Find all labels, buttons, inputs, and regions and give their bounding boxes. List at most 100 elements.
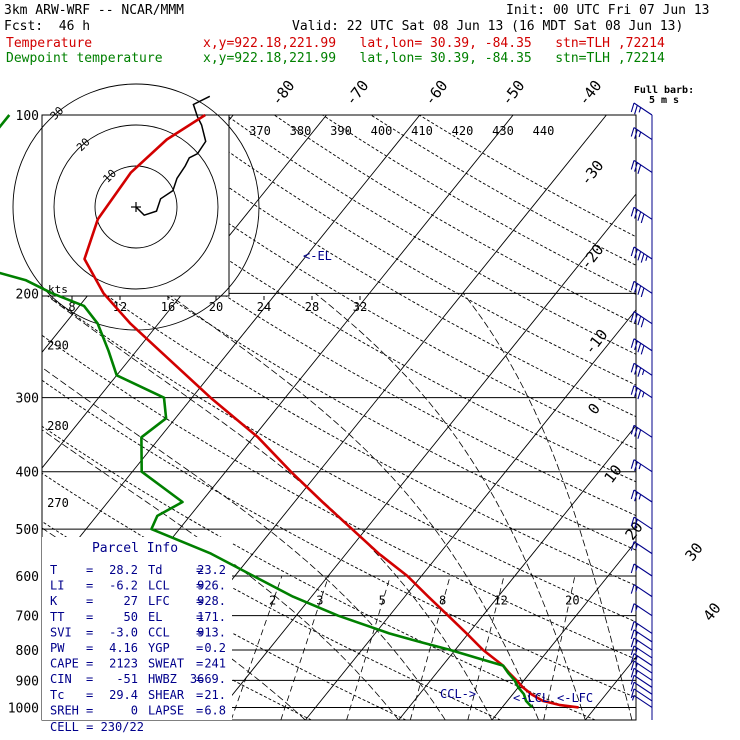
wind-barb-flag: [638, 107, 642, 113]
parcel-param-value: 2123: [109, 657, 138, 671]
wind-barb-shaft: [633, 674, 653, 688]
wind-barb-flag: [637, 367, 642, 377]
pressure-label: 800: [16, 644, 39, 659]
wind-barb-flag: [630, 160, 635, 170]
parcel-equals: =: [196, 594, 203, 608]
mixing-ratio-label: 20: [565, 594, 579, 608]
model-title: 3km ARW-WRF -- NCAR/MMM: [4, 3, 185, 18]
isotherm-label: -70: [342, 77, 373, 109]
wind-barb-flag: [634, 129, 638, 139]
wind-barb: [630, 645, 653, 659]
parcel-param-value: 28.2: [109, 563, 138, 577]
wind-barb-flag: [635, 566, 638, 572]
parcel-param-value: 3669.: [190, 672, 226, 686]
parcel-equals: =: [86, 672, 93, 686]
wind-barb: [630, 541, 653, 555]
wind-barb-flag: [638, 494, 642, 500]
parcel-param-value: 29.4: [109, 688, 138, 702]
isotherm: [679, 115, 740, 720]
wind-barb: [630, 667, 653, 681]
parcel-param-name: Td: [148, 563, 162, 577]
wind-barb-flag: [637, 315, 642, 326]
wind-barb-flag: [634, 461, 638, 472]
parcel-param-value: 241: [204, 657, 226, 671]
mixing-ratio-label: 5: [379, 594, 386, 608]
wind-barb: [630, 362, 653, 377]
pressure-label: 200: [16, 287, 39, 302]
wind-barb: [630, 311, 653, 328]
speed-tick-label: 16: [161, 300, 175, 314]
dry-adiabat: [273, 115, 636, 325]
wind-barb-flag: [634, 492, 638, 502]
valid-time: Valid: 22 UTC Sat 08 Jun 13 (16 MDT Sat …: [292, 19, 684, 34]
mixing-ratio-line: [230, 575, 283, 720]
parcel-param-name: LAPSE: [148, 703, 184, 717]
parcel-param-name: Tc: [50, 688, 64, 702]
wind-barb-flag: [640, 345, 645, 355]
wind-barb-shaft: [633, 459, 653, 473]
wind-barb: [630, 688, 653, 702]
mixing-ratio-label: 3: [316, 594, 323, 608]
wind-barb: [630, 653, 653, 667]
dry-adiabat: [42, 379, 636, 699]
wind-barb-flag: [630, 563, 635, 574]
wind-barb: [631, 694, 653, 708]
parcel-param-name: LFC: [148, 594, 170, 608]
wind-barb-shaft: [633, 694, 653, 708]
moist-adiabat: [42, 366, 446, 720]
pressure-label: 500: [16, 523, 39, 538]
wind-barb: [630, 516, 653, 530]
wind-barb-flag: [630, 489, 635, 500]
wind-barb: [630, 102, 653, 116]
isotherm: [42, 115, 327, 469]
wind-barb-shaft: [633, 688, 653, 702]
wind-barb-flag: [630, 363, 635, 373]
plot-area: [42, 115, 740, 720]
wind-barb-flag: [630, 425, 635, 435]
plot-frame: [41, 114, 637, 721]
dry-adiabat: [177, 115, 636, 386]
wind-barb-flag: [630, 629, 635, 640]
isotherm-label: -80: [268, 77, 299, 109]
parcel-equals: =: [86, 625, 93, 639]
wind-barb: [630, 489, 653, 503]
speed-tick-label: 32: [353, 300, 367, 314]
wind-barb-flag: [641, 392, 645, 398]
theta-label: 280: [47, 419, 69, 433]
parcel-param-name: SVI: [50, 625, 72, 639]
parcel-param-name: SHEAR: [148, 688, 185, 702]
wind-barb-shaft: [633, 385, 653, 399]
wind-barb-shaft: [633, 280, 653, 294]
theta-label: 420: [452, 124, 474, 138]
wind-barb-flag: [630, 668, 635, 678]
parcel-param-value: 928.: [197, 594, 226, 608]
wind-barb-flag: [634, 427, 638, 437]
wind-barb-shaft: [633, 489, 653, 503]
pressure-label: 600: [16, 570, 39, 585]
isotherm: [491, 540, 636, 720]
wind-barb-flag: [630, 675, 635, 685]
wind-barb-flag: [638, 131, 642, 138]
wind-barb: [630, 127, 653, 140]
parcel-param-value: 0: [131, 703, 138, 717]
parcel-cell: CELL = 230/22: [50, 720, 144, 734]
hodograph-ring: [94, 165, 178, 249]
wind-barb: [630, 674, 653, 688]
wind-barb-shaft: [633, 584, 653, 598]
wind-barb-flag: [630, 338, 635, 348]
wind-barb-flag: [637, 211, 642, 221]
parcel-info-title: Parcel Info: [92, 541, 178, 556]
wind-barb-flag: [645, 255, 648, 261]
wind-barb: [630, 584, 653, 598]
parcel-equals: =: [86, 703, 93, 717]
wind-barb-flag: [630, 584, 635, 594]
wind-barb-flag: [630, 645, 635, 656]
mixing-ratio-line: [346, 575, 391, 720]
wind-barb-flag: [630, 102, 635, 113]
isotherm: [42, 115, 421, 585]
theta-label: 400: [371, 124, 393, 138]
dry-adiabat: [80, 115, 636, 450]
temperature-legend: Temperature: [6, 36, 93, 51]
wind-barb-flag: [630, 311, 635, 321]
